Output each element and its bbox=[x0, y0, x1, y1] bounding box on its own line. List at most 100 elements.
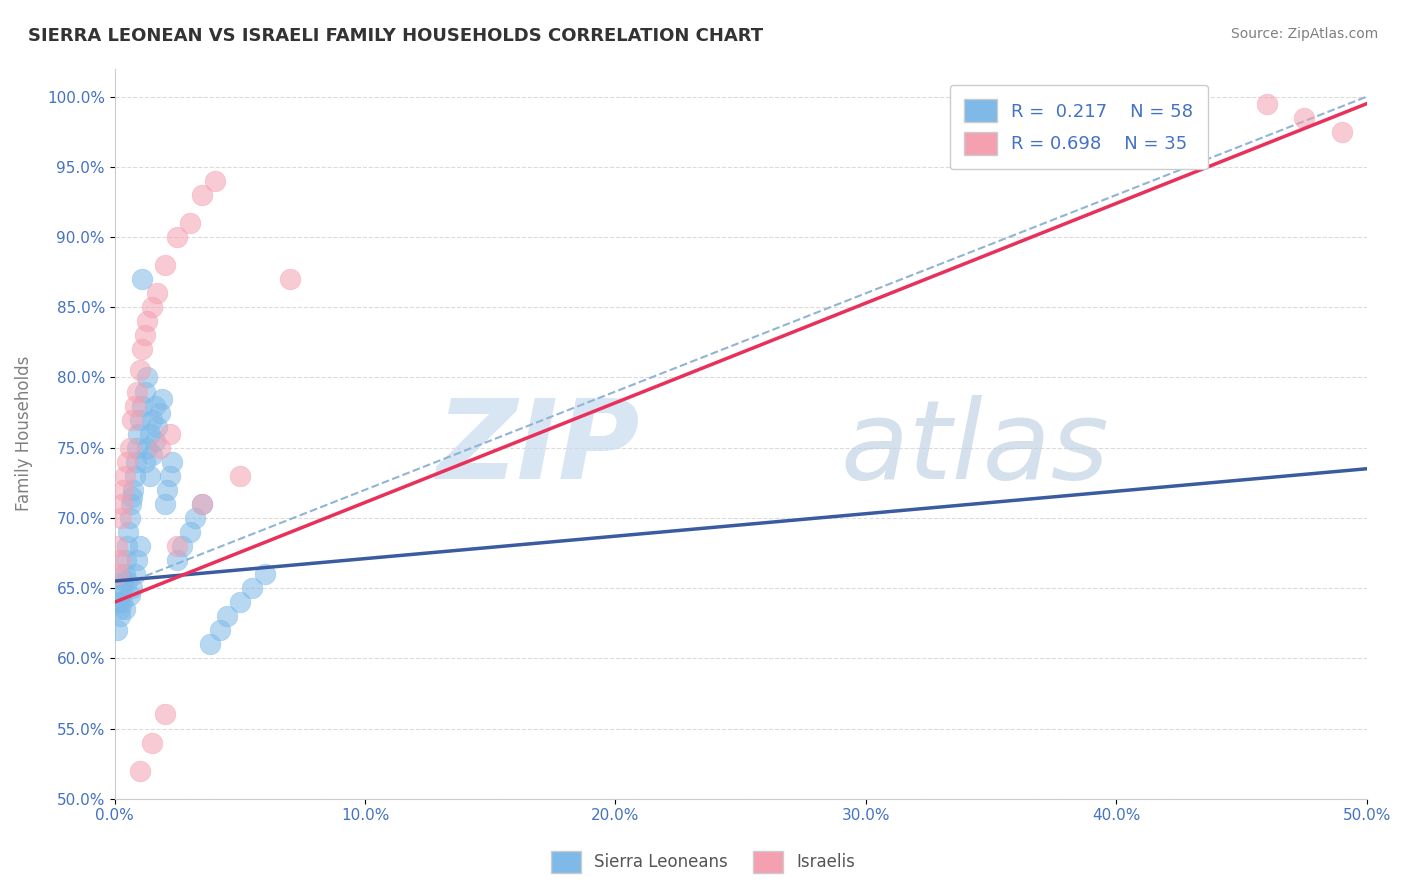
Point bbox=[105, 539, 128, 553]
Point bbox=[124, 567, 146, 582]
Text: Source: ZipAtlas.com: Source: ZipAtlas.com bbox=[1230, 27, 1378, 41]
Point bbox=[229, 595, 252, 609]
Point bbox=[159, 468, 181, 483]
Point bbox=[141, 412, 163, 426]
Point bbox=[128, 412, 150, 426]
Point bbox=[134, 384, 156, 399]
Point bbox=[138, 426, 160, 441]
Point bbox=[111, 595, 134, 609]
Point bbox=[136, 370, 159, 384]
Point bbox=[115, 455, 138, 469]
Text: atlas: atlas bbox=[841, 395, 1109, 501]
Point bbox=[122, 483, 145, 497]
Point bbox=[217, 609, 239, 624]
Text: SIERRA LEONEAN VS ISRAELI FAMILY HOUSEHOLDS CORRELATION CHART: SIERRA LEONEAN VS ISRAELI FAMILY HOUSEHO… bbox=[28, 27, 763, 45]
Point bbox=[191, 497, 214, 511]
Point bbox=[136, 441, 159, 455]
Point bbox=[128, 539, 150, 553]
Point bbox=[120, 497, 142, 511]
Point bbox=[136, 314, 159, 328]
Point bbox=[131, 399, 153, 413]
Point bbox=[118, 511, 141, 525]
Point bbox=[153, 497, 176, 511]
Point bbox=[108, 609, 131, 624]
Point bbox=[143, 399, 166, 413]
Text: ZIP: ZIP bbox=[437, 395, 641, 501]
Point bbox=[191, 497, 214, 511]
Point bbox=[127, 553, 149, 567]
Point bbox=[1330, 125, 1353, 139]
Point bbox=[127, 384, 149, 399]
Point bbox=[1256, 96, 1278, 111]
Point bbox=[131, 343, 153, 357]
Point bbox=[121, 490, 143, 504]
Point bbox=[240, 581, 263, 595]
Point bbox=[150, 392, 173, 406]
Point bbox=[131, 272, 153, 286]
Point bbox=[172, 539, 194, 553]
Point bbox=[166, 539, 188, 553]
Point bbox=[153, 258, 176, 272]
Point bbox=[111, 581, 134, 595]
Point bbox=[141, 735, 163, 749]
Point bbox=[110, 588, 132, 602]
Point bbox=[138, 468, 160, 483]
Point bbox=[141, 300, 163, 314]
Point bbox=[125, 455, 148, 469]
Point bbox=[229, 468, 252, 483]
Point bbox=[134, 328, 156, 343]
Y-axis label: Family Households: Family Households bbox=[15, 356, 32, 511]
Point bbox=[115, 574, 138, 588]
Legend: R =  0.217    N = 58, R = 0.698    N = 35: R = 0.217 N = 58, R = 0.698 N = 35 bbox=[949, 85, 1208, 169]
Point bbox=[114, 567, 136, 582]
Point bbox=[128, 764, 150, 778]
Point bbox=[159, 426, 181, 441]
Point bbox=[208, 624, 231, 638]
Point bbox=[127, 426, 149, 441]
Point bbox=[121, 581, 143, 595]
Point bbox=[156, 483, 179, 497]
Point bbox=[134, 455, 156, 469]
Point bbox=[204, 174, 226, 188]
Point bbox=[191, 188, 214, 202]
Point bbox=[146, 286, 169, 301]
Point bbox=[121, 412, 143, 426]
Point bbox=[112, 483, 135, 497]
Point bbox=[278, 272, 301, 286]
Point bbox=[115, 539, 138, 553]
Point bbox=[114, 468, 136, 483]
Point bbox=[143, 434, 166, 448]
Point bbox=[153, 707, 176, 722]
Point bbox=[179, 216, 201, 230]
Point bbox=[111, 497, 134, 511]
Point bbox=[146, 419, 169, 434]
Point bbox=[107, 567, 129, 582]
Point bbox=[105, 624, 128, 638]
Point bbox=[1294, 111, 1316, 125]
Point bbox=[184, 511, 207, 525]
Point bbox=[124, 399, 146, 413]
Point bbox=[124, 468, 146, 483]
Point bbox=[127, 441, 149, 455]
Point bbox=[166, 230, 188, 244]
Point bbox=[112, 574, 135, 588]
Point bbox=[141, 448, 163, 462]
Point bbox=[117, 524, 139, 539]
Point bbox=[114, 602, 136, 616]
Point bbox=[118, 588, 141, 602]
Point bbox=[107, 595, 129, 609]
Point bbox=[149, 441, 172, 455]
Point bbox=[198, 637, 221, 651]
Point bbox=[160, 455, 183, 469]
Point bbox=[108, 553, 131, 567]
Point bbox=[108, 602, 131, 616]
Point bbox=[166, 553, 188, 567]
Point bbox=[118, 441, 141, 455]
Point bbox=[115, 553, 138, 567]
Point bbox=[128, 363, 150, 377]
Legend: Sierra Leoneans, Israelis: Sierra Leoneans, Israelis bbox=[544, 845, 862, 880]
Point bbox=[179, 524, 201, 539]
Point bbox=[149, 406, 172, 420]
Point bbox=[110, 511, 132, 525]
Point bbox=[253, 567, 276, 582]
